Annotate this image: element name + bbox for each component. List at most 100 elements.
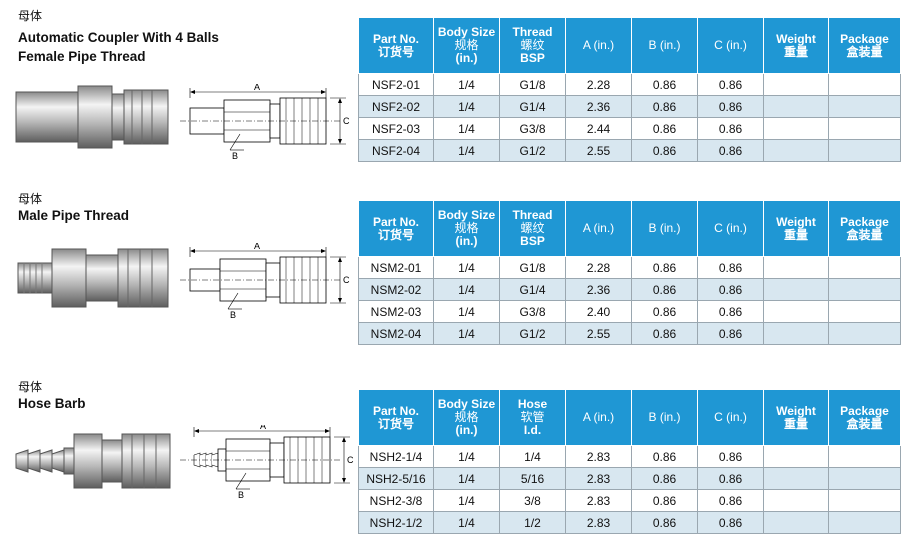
cell-part-no: NSH2-1/2 (358, 511, 434, 534)
cell-thread: G3/8 (499, 300, 566, 323)
cell-c: 0.86 (697, 322, 764, 345)
cell-weight (763, 139, 829, 162)
cell-b: 0.86 (631, 467, 698, 490)
dim-a-label: A (254, 84, 260, 92)
cell-body-size: 1/4 (433, 256, 500, 279)
header-package: Package 盒装量 (828, 389, 901, 446)
header-part-no: Part No. 订货号 (358, 17, 434, 74)
table-row: NSM2-04 1/4 G1/2 2.55 0.86 0.86 (358, 322, 901, 345)
spec-table-hose-barb: Part No. 订货号 Body Size 规格 (in.) Hose 软管 I.d. … (358, 389, 901, 534)
table-row: NSF2-01 1/4 G1/8 2.28 0.86 0.86 (358, 73, 901, 96)
header-c: C (in.) (697, 17, 764, 74)
cell-part-no: NSM2-02 (358, 278, 434, 301)
cell-package (828, 445, 901, 468)
cell-package (828, 139, 901, 162)
table-row: NSM2-01 1/4 G1/8 2.28 0.86 0.86 (358, 256, 901, 279)
section-hose-barb: 母体 Hose Barb A (0, 372, 901, 557)
cell-thread: G1/2 (499, 322, 566, 345)
cell-a: 2.83 (565, 489, 632, 512)
cell-b: 0.86 (631, 117, 698, 140)
cell-weight (763, 467, 829, 490)
cell-weight (763, 256, 829, 279)
cell-c: 0.86 (697, 73, 764, 96)
cell-weight (763, 322, 829, 345)
dim-a-label: A (254, 243, 260, 251)
hose-barb-coupler-photo (15, 433, 171, 489)
cell-body-size: 1/4 (433, 322, 500, 345)
cell-part-no: NSF2-03 (358, 117, 434, 140)
cell-thread: G3/8 (499, 117, 566, 140)
table-row: NSF2-04 1/4 G1/2 2.55 0.86 0.86 (358, 139, 901, 162)
cell-hose: 5/16 (499, 467, 566, 490)
cell-b: 0.86 (631, 511, 698, 534)
cell-hose: 3/8 (499, 489, 566, 512)
header-package: Package 盒装量 (828, 17, 901, 74)
female-coupler-photo (15, 85, 169, 149)
cell-thread: G1/8 (499, 73, 566, 96)
section-cn-label: 母体 (18, 192, 43, 206)
cell-a: 2.28 (565, 256, 632, 279)
header-package: Package 盒装量 (828, 200, 901, 257)
cell-c: 0.86 (697, 467, 764, 490)
cell-c: 0.86 (697, 300, 764, 323)
male-coupler-photo (17, 248, 169, 308)
cell-b: 0.86 (631, 322, 698, 345)
cell-c: 0.86 (697, 117, 764, 140)
cell-part-no: NSF2-01 (358, 73, 434, 96)
section-title-line-1: Male Pipe Thread (18, 208, 130, 223)
cell-a: 2.55 (565, 139, 632, 162)
cell-b: 0.86 (631, 95, 698, 118)
table-row: NSF2-03 1/4 G3/8 2.44 0.86 0.86 (358, 117, 901, 140)
cell-weight (763, 445, 829, 468)
cell-c: 0.86 (697, 256, 764, 279)
cell-part-no: NSH2-5/16 (358, 467, 434, 490)
header-thread: Thread 螺纹 BSP (499, 17, 566, 74)
cell-body-size: 1/4 (433, 117, 500, 140)
cell-package (828, 95, 901, 118)
table-row: NSM2-02 1/4 G1/4 2.36 0.86 0.86 (358, 278, 901, 301)
cell-hose: 1/4 (499, 445, 566, 468)
cell-package (828, 489, 901, 512)
cell-a: 2.44 (565, 117, 632, 140)
table-row: NSM2-03 1/4 G3/8 2.40 0.86 0.86 (358, 300, 901, 323)
cell-weight (763, 278, 829, 301)
header-body-size: Body Size 规格 (in.) (433, 200, 500, 257)
cell-c: 0.86 (697, 511, 764, 534)
cell-body-size: 1/4 (433, 139, 500, 162)
cell-part-no: NSF2-02 (358, 95, 434, 118)
cell-a: 2.28 (565, 73, 632, 96)
section-cn-label: 母体 (18, 380, 43, 394)
section-male-pipe-thread: 母体 Male Pipe Thread A (0, 185, 901, 365)
male-coupler-drawing: A C B (180, 243, 350, 320)
cell-hose: 1/2 (499, 511, 566, 534)
cell-weight (763, 300, 829, 323)
header-thread: Thread 螺纹 BSP (499, 200, 566, 257)
dim-c-label: C (343, 116, 350, 126)
cell-a: 2.83 (565, 511, 632, 534)
cell-weight (763, 95, 829, 118)
header-b: B (in.) (631, 17, 698, 74)
cell-a: 2.55 (565, 322, 632, 345)
cell-thread: G1/2 (499, 139, 566, 162)
header-weight: Weight 重量 (763, 17, 829, 74)
header-a: A (in.) (565, 200, 632, 257)
header-body-size: Body Size 规格 (in.) (433, 17, 500, 74)
spec-table-male: Part No. 订货号 Body Size 规格 (in.) Thread 螺纹 BSP… (358, 200, 901, 345)
female-coupler-drawing: A C B (180, 84, 350, 161)
cell-b: 0.86 (631, 445, 698, 468)
cell-thread: G1/4 (499, 278, 566, 301)
table-row: NSF2-02 1/4 G1/4 2.36 0.86 0.86 (358, 95, 901, 118)
dim-b-label: B (238, 490, 244, 500)
cell-body-size: 1/4 (433, 95, 500, 118)
cell-part-no: NSH2-3/8 (358, 489, 434, 512)
cell-a: 2.36 (565, 278, 632, 301)
dim-c-label: C (343, 275, 350, 285)
cell-body-size: 1/4 (433, 300, 500, 323)
cell-part-no: NSM2-01 (358, 256, 434, 279)
hose-barb-coupler-drawing: A C B (180, 425, 354, 500)
cell-c: 0.86 (697, 139, 764, 162)
header-weight: Weight 重量 (763, 200, 829, 257)
cell-a: 2.83 (565, 467, 632, 490)
spec-table-female: Part No. 订货号 Body Size 规格 (in.) Thread 螺纹 BSP… (358, 17, 901, 162)
table-row: NSH2-1/2 1/4 1/2 2.83 0.86 0.86 (358, 511, 901, 534)
